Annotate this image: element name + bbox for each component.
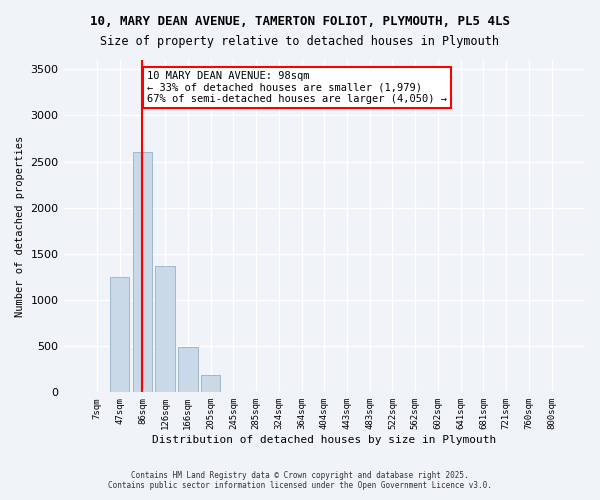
- Bar: [110, 277, 130, 392]
- Text: Size of property relative to detached houses in Plymouth: Size of property relative to detached ho…: [101, 35, 499, 48]
- Bar: [155, 266, 175, 392]
- Bar: [178, 347, 197, 393]
- Bar: [201, 375, 220, 392]
- Y-axis label: Number of detached properties: Number of detached properties: [15, 136, 25, 317]
- Text: 10, MARY DEAN AVENUE, TAMERTON FOLIOT, PLYMOUTH, PL5 4LS: 10, MARY DEAN AVENUE, TAMERTON FOLIOT, P…: [90, 15, 510, 28]
- Bar: [133, 152, 152, 392]
- Text: 10 MARY DEAN AVENUE: 98sqm
← 33% of detached houses are smaller (1,979)
67% of s: 10 MARY DEAN AVENUE: 98sqm ← 33% of deta…: [147, 71, 447, 104]
- Text: Contains HM Land Registry data © Crown copyright and database right 2025.
Contai: Contains HM Land Registry data © Crown c…: [108, 470, 492, 490]
- X-axis label: Distribution of detached houses by size in Plymouth: Distribution of detached houses by size …: [152, 435, 496, 445]
